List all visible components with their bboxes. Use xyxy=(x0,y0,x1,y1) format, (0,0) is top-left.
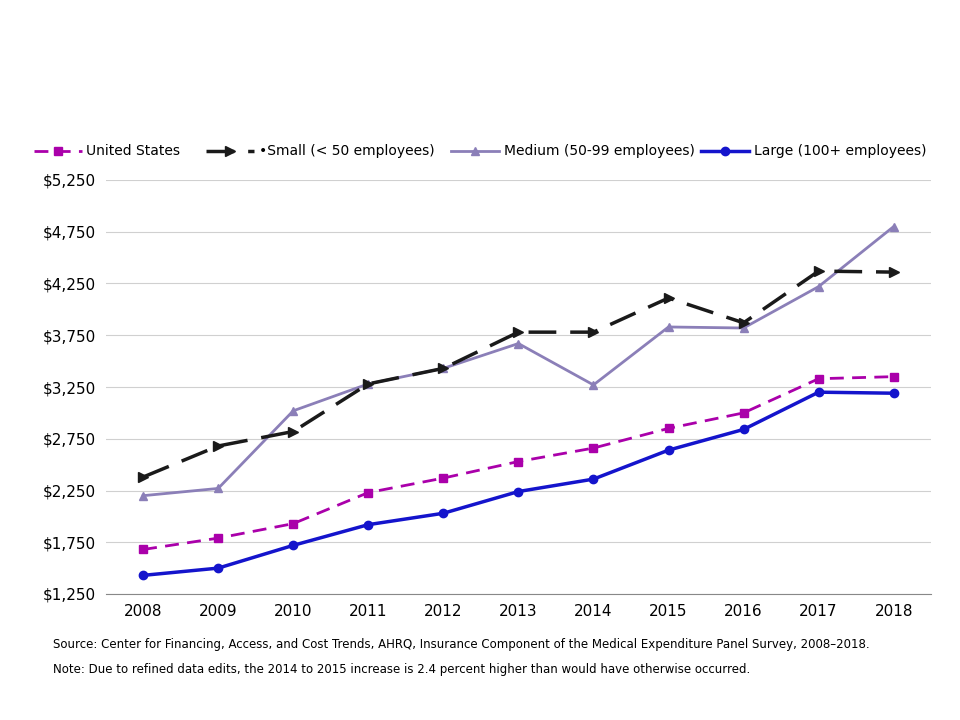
Text: Large (100+ employees): Large (100+ employees) xyxy=(754,144,926,158)
Text: United States: United States xyxy=(86,144,180,158)
Text: Medium (50-99 employees): Medium (50-99 employees) xyxy=(504,144,695,158)
Text: •Small (< 50 employees): •Small (< 50 employees) xyxy=(259,144,435,158)
Text: Figure 15. Average family deductible (in dollars) per private-sector
employee en: Figure 15. Average family deductible (in… xyxy=(47,30,759,104)
Text: Source: Center for Financing, Access, and Cost Trends, AHRQ, Insurance Component: Source: Center for Financing, Access, an… xyxy=(53,638,870,651)
Text: Note: Due to refined data edits, the 2014 to 2015 increase is 2.4 percent higher: Note: Due to refined data edits, the 201… xyxy=(53,663,750,676)
